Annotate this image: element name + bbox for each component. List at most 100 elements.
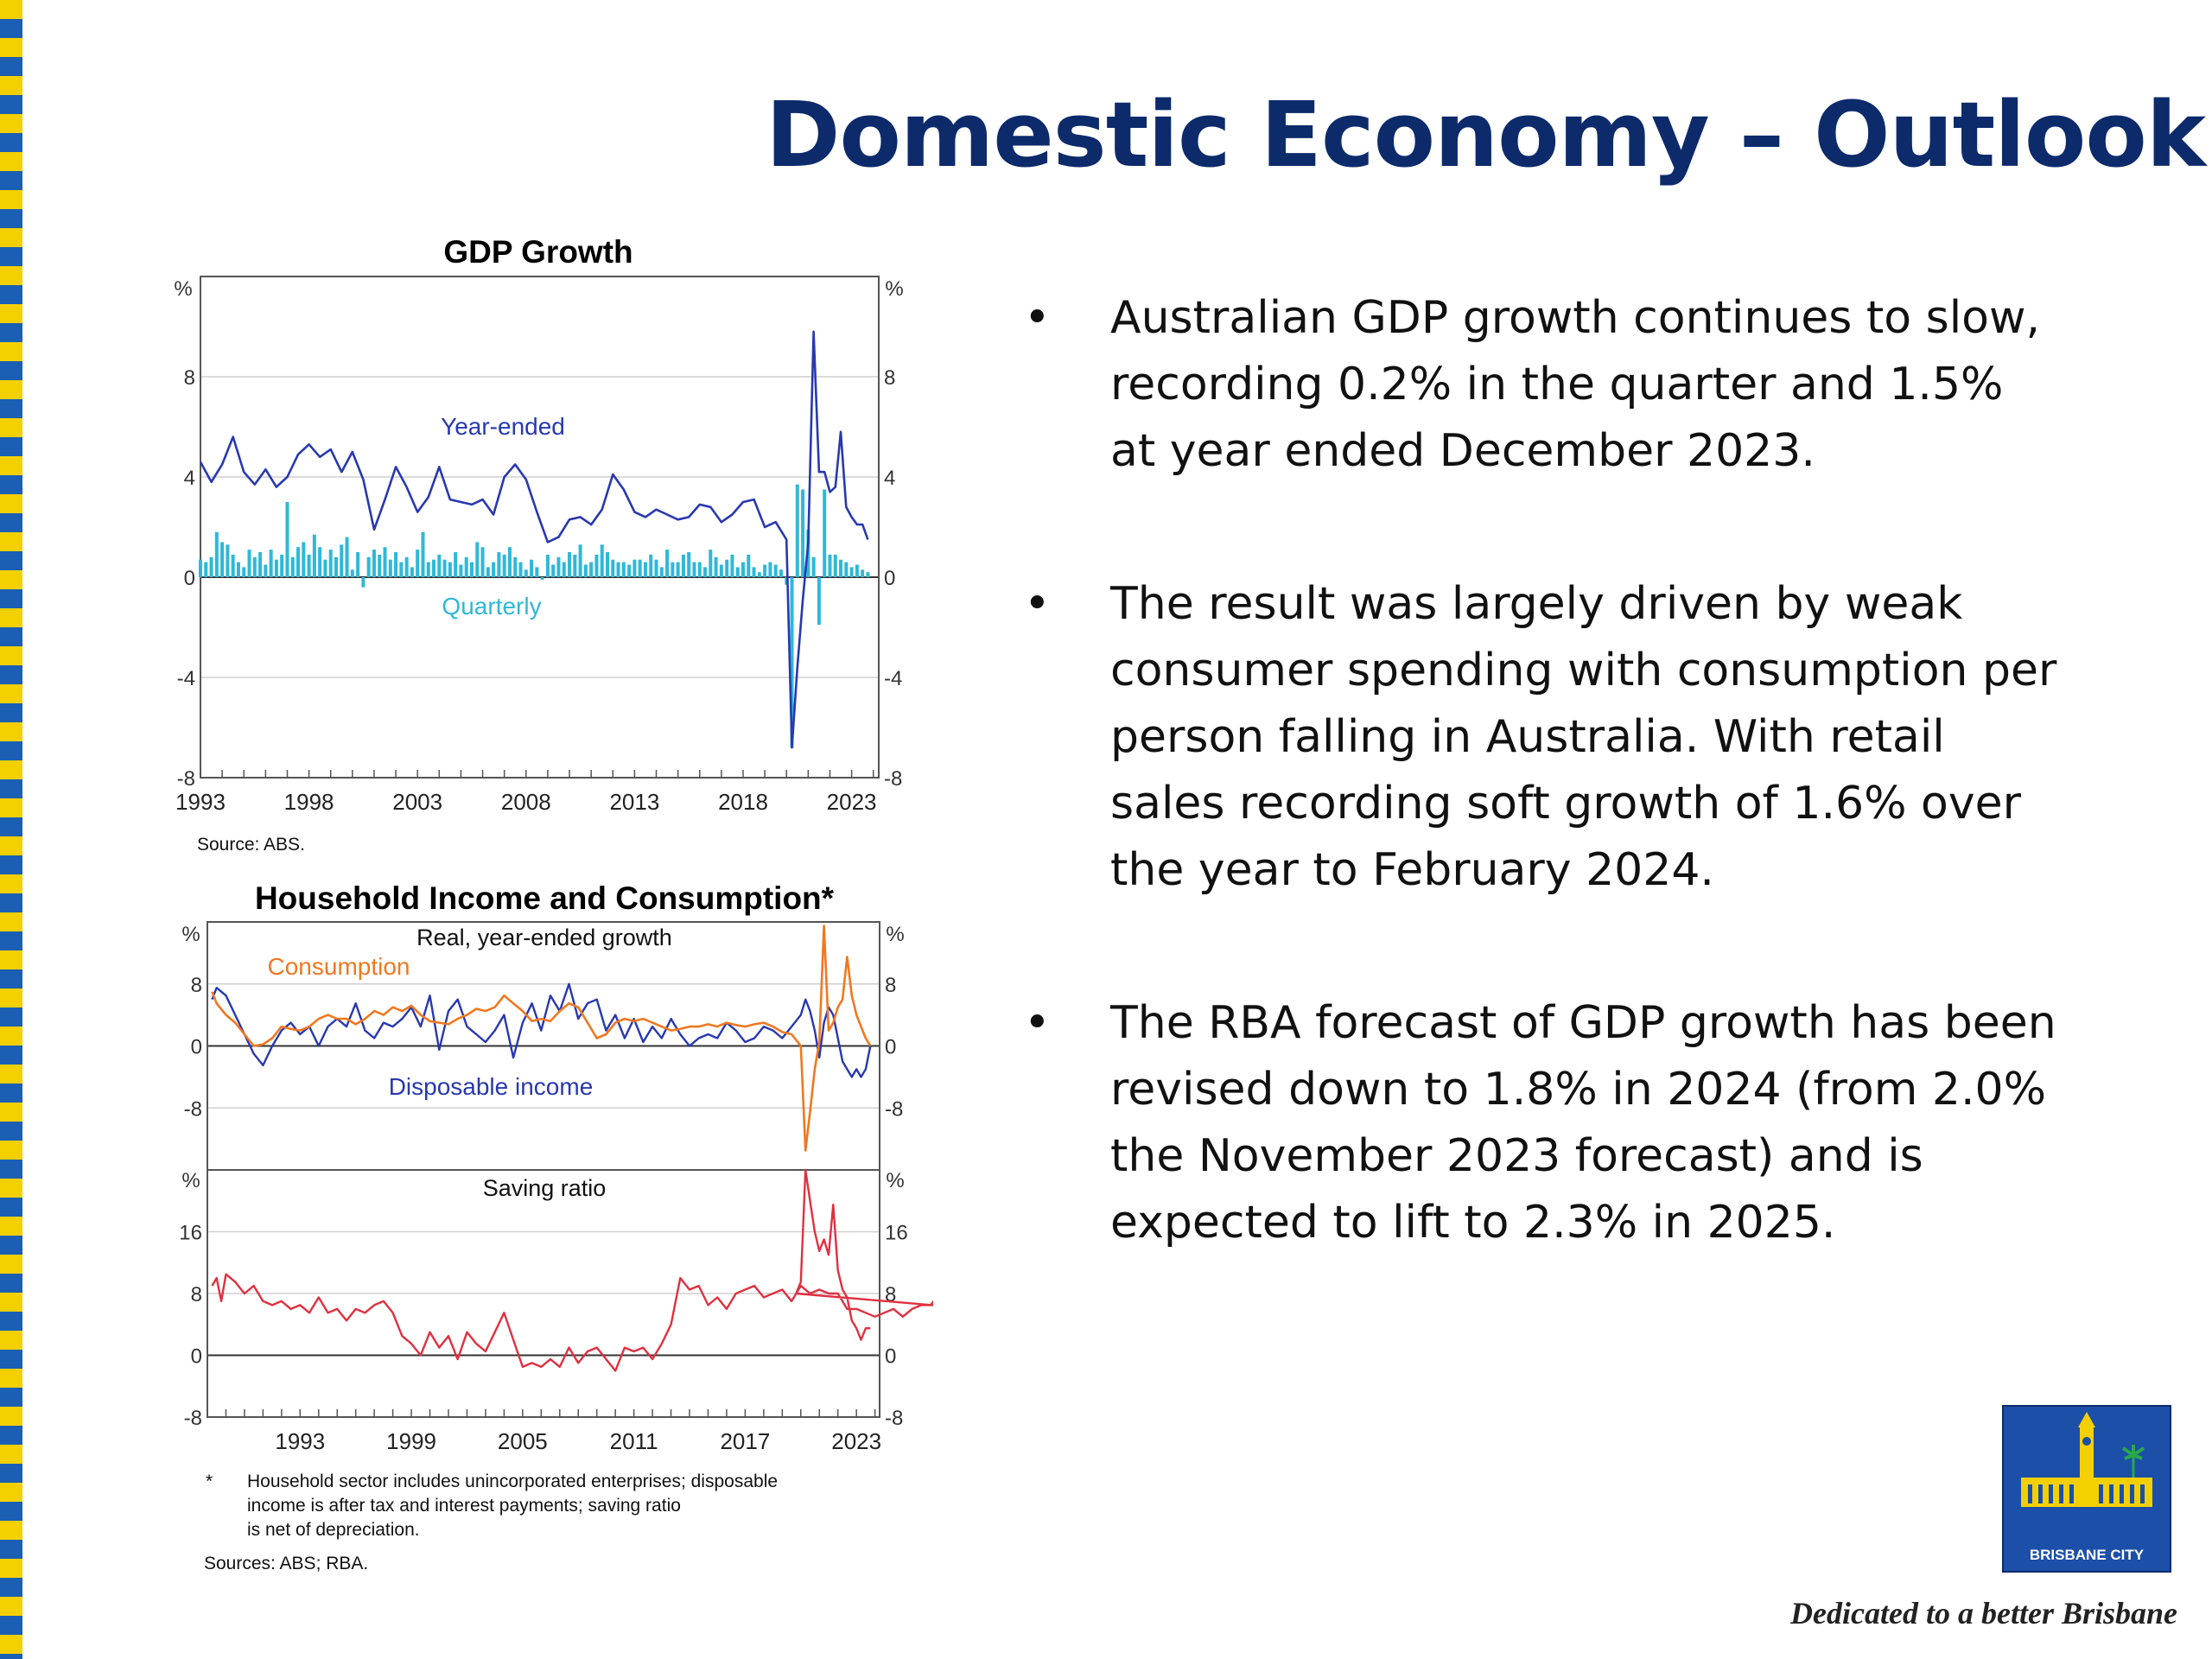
quarterly-bar [643,562,647,577]
quarterly-bar [535,567,539,577]
quarterly-bar [274,559,278,577]
series-label-year-ended: Year-ended [441,413,565,440]
quarterly-bar [768,562,772,577]
quarterly-bar [681,554,685,577]
quarterly-bar [665,550,670,577]
quarterly-bar [855,564,859,577]
bullet-text: The RBA forecast of GDP growth has been … [1110,997,2056,1249]
quarterly-bar [399,562,404,577]
quarterly-bar [828,554,832,577]
x-tick-label: 1999 [386,1428,436,1454]
quarterly-bar [236,562,240,577]
y-tick-label-right: -8 [885,1407,903,1430]
quarterly-bar [497,552,501,577]
x-tick-label: 2005 [498,1428,548,1454]
quarterly-bar [507,547,512,577]
quarterly-bar [811,556,816,577]
quarterly-bar [290,556,295,577]
y-tick-label-left: 8 [191,974,202,997]
quarterly-bar [437,554,442,577]
y-tick-label-left: -8 [177,767,195,791]
quarterly-bar [328,550,333,577]
y-tick-label-left: -8 [184,1097,202,1121]
quarterly-bar [242,567,246,577]
chart-source: Sources: ABS; RBA. [204,1554,368,1573]
quarterly-bar [475,542,480,577]
quarterly-bar [741,562,745,577]
y-tick-label-left: -8 [184,1407,202,1430]
unit-left: % [174,277,192,301]
quarterly-bar [524,569,528,577]
quarterly-bar [470,562,474,577]
quarterly-bar [209,556,213,577]
gdp-growth-chart: GDP Growth % % 8 8 4 4 0 0 -4 -4 -8 -8 1993 1998 20… [174,234,903,855]
y-tick-label-left: 0 [191,1036,202,1059]
household-income-consumption-chart: Household Income and Consumption* % % % … [179,880,933,1573]
quarterly-bar [616,562,620,577]
quarterly-bar [654,559,658,577]
quarterly-bar [231,554,235,577]
quarterly-bar [378,554,382,577]
y-tick-label-right: 0 [885,1345,896,1369]
quarterly-bar [366,556,371,577]
quarterly-bar [252,556,257,577]
quarterly-bar [486,567,490,577]
bullet-list: • Australian GDP growth continues to slo… [1024,285,2061,1256]
bullet-text: Australian GDP growth continues to slow,… [1110,292,2041,477]
quarterly-bar [578,544,582,577]
quarterly-bar [480,547,485,577]
quarterly-bar [372,550,376,577]
quarterly-bar [540,577,544,580]
quarterly-bar [627,564,632,577]
quarterly-bar [247,550,251,577]
quarterly-bar [606,552,609,577]
quarterly-bar [709,550,713,577]
quarterly-bar [204,562,208,577]
quarterly-bar [817,577,821,626]
footnote-marker: * [206,1471,213,1491]
tagline: Dedicated to a better Brisbane [1790,1596,2177,1630]
quarterly-bar [849,567,854,577]
quarterly-bar [442,559,447,577]
x-tick-label: 2003 [392,789,442,815]
y-tick-label-right: -8 [885,1097,903,1121]
bullet-dot: • [1024,578,1051,630]
y-tick-label-left: 8 [191,1283,202,1306]
quarterly-bar [638,559,642,577]
quarterly-bar [530,559,534,577]
y-tick-label-right: 8 [884,366,895,390]
quarterly-bar [296,547,301,577]
quarterly-bar [356,552,360,577]
quarterly-bar [687,552,691,577]
quarterly-bar [562,562,566,577]
quarterly-bar [285,502,289,577]
quarterly-bar [589,562,594,577]
quarterly-bar [226,544,230,577]
quarterly-bar [410,567,414,577]
quarterly-bar [513,556,518,577]
quarterly-bar [340,544,344,577]
quarterly-bar [763,564,767,577]
quarterly-bar [388,559,392,577]
quarterly-bar [779,569,783,577]
quarterly-bar [334,556,338,577]
panel2-unit-left: % [181,1169,200,1192]
quarterly-bar [790,577,794,748]
bullet-text: The result was largely driven by weak co… [1110,578,2057,896]
quarterly-bar [752,567,756,577]
quarterly-bar [199,559,202,577]
quarterly-bar [659,567,664,577]
x-tick-label: 2023 [831,1428,881,1454]
x-tick-label: 2011 [610,1428,658,1454]
quarterly-bar [258,552,263,577]
quarterly-bar [269,550,273,577]
y-tick-label-right: 4 [884,467,895,490]
chart-source: Source: ABS. [197,835,305,855]
y-tick-label-right: -8 [884,767,902,791]
quarterly-bar [432,559,436,577]
series-disposable-income-line [211,982,872,1078]
x-tick-label: 2013 [609,789,659,815]
y-tick-label-right: 8 [885,974,896,997]
x-tick-label: 1993 [275,1428,325,1454]
quarterly-bar [416,550,420,577]
